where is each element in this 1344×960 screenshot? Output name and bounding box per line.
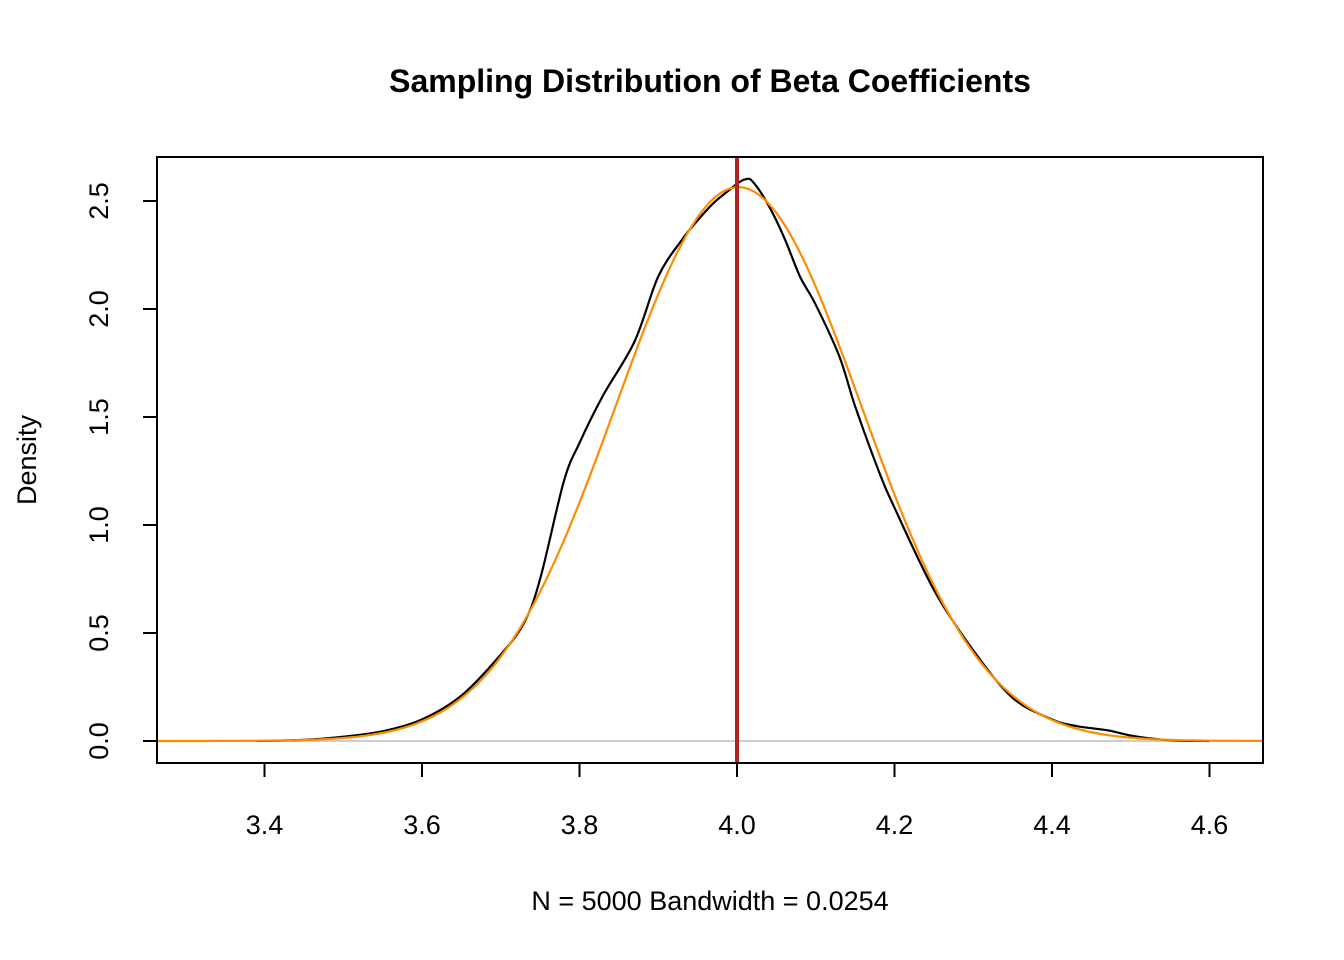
x-axis: 3.4 3.6 3.8 4.0 4.2 4.4 4.6 [246, 762, 1229, 840]
y-axis: 0.0 0.5 1.0 1.5 2.0 2.5 [84, 182, 158, 760]
y-tick-label: 1.0 [84, 506, 114, 544]
chart-title: Sampling Distribution of Beta Coefficien… [389, 63, 1031, 99]
x-tick-label: 4.4 [1033, 810, 1071, 840]
plot-frame [156, 156, 1264, 764]
y-tick-label: 0.5 [84, 614, 114, 652]
y-tick-label: 2.5 [84, 182, 114, 220]
x-axis-label: N = 5000 Bandwidth = 0.0254 [531, 886, 888, 916]
density-curve [256, 177, 1210, 743]
x-tick-label: 4.2 [876, 810, 914, 840]
y-tick-label: 0.0 [84, 722, 114, 760]
x-tick-label: 4.0 [718, 810, 756, 840]
y-tick-label: 2.0 [84, 290, 114, 328]
x-tick-label: 3.6 [403, 810, 441, 840]
x-tick-label: 3.8 [561, 810, 599, 840]
plot-area [157, 157, 1263, 763]
x-tick-label: 4.6 [1191, 810, 1229, 840]
y-axis-label: Density [12, 414, 42, 505]
x-tick-label: 3.4 [246, 810, 284, 840]
y-tick-label: 1.5 [84, 398, 114, 436]
normal-curve [157, 186, 1263, 743]
